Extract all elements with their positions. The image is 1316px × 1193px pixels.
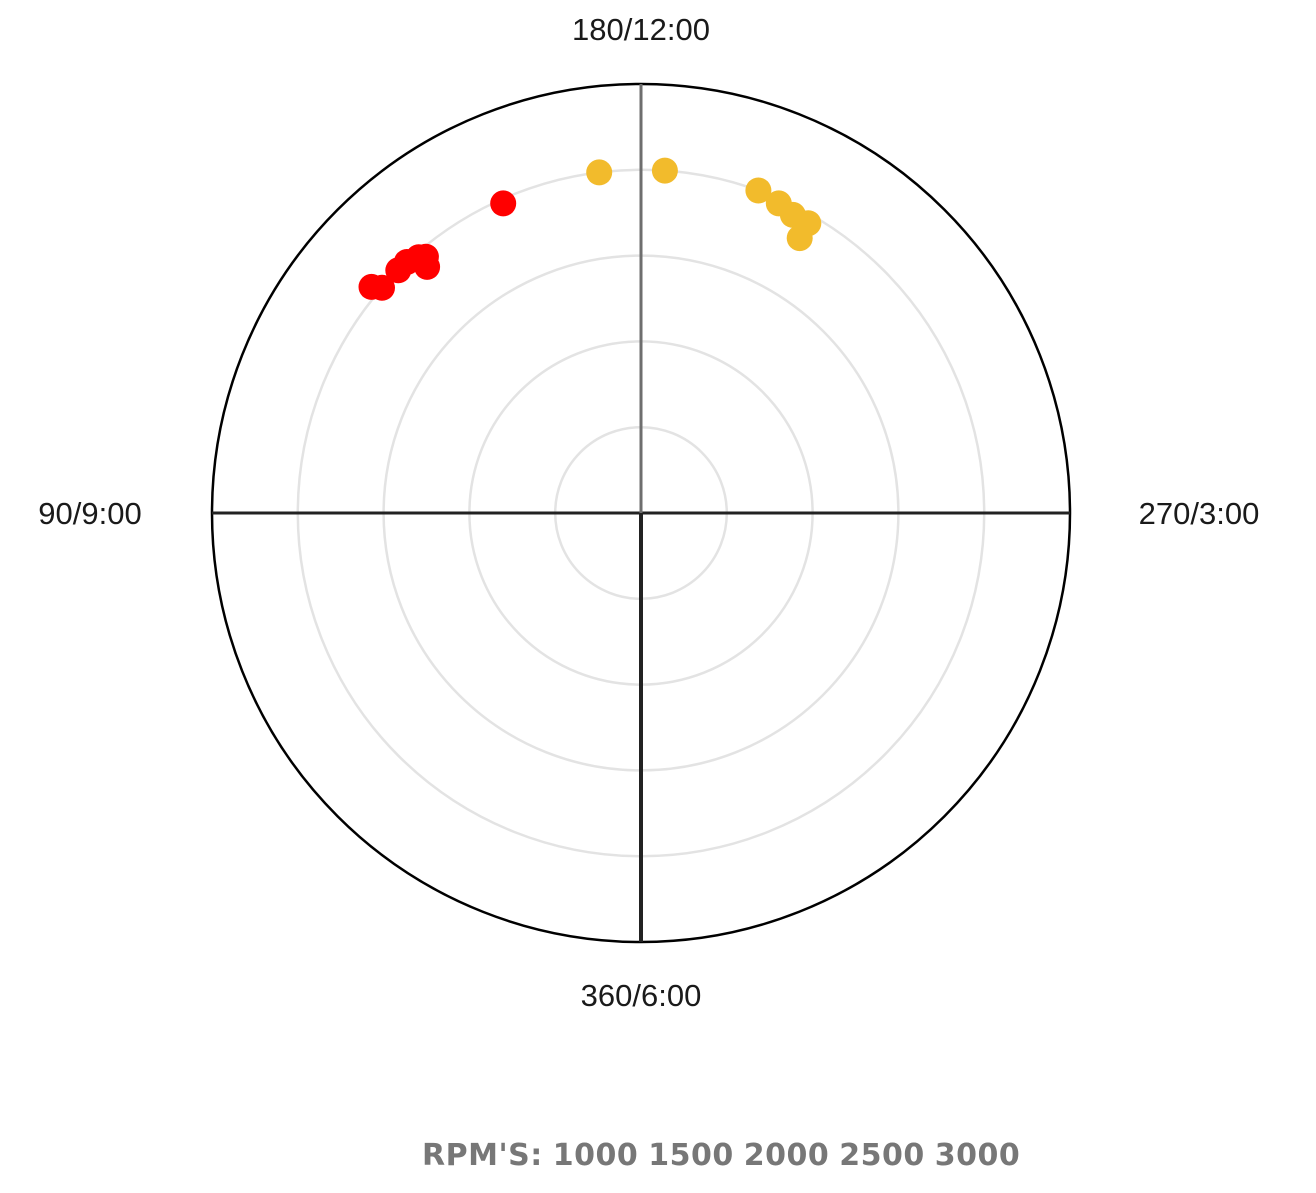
- rpm-legend-prefix: RPM'S:: [422, 1138, 543, 1173]
- data-point: [651, 157, 678, 184]
- label-top: 180/12:00: [572, 12, 710, 47]
- rpm-legend-value: 2500: [839, 1138, 925, 1173]
- rpm-legend-value: 3000: [934, 1138, 1021, 1173]
- data-point: [586, 159, 613, 186]
- rpm-legend-value: 2000: [743, 1138, 830, 1173]
- rpm-legend: RPM'S: 1000 1500 2000 2500 3000: [422, 1138, 1020, 1173]
- label-left: 90/9:00: [38, 496, 141, 531]
- rpm-legend-value: 1000: [552, 1138, 639, 1173]
- polar-chart: 180/12:00 90/9:00 270/3:00 360/6:00: [38, 12, 1260, 1013]
- label-bottom: 360/6:00: [581, 978, 702, 1013]
- data-point: [786, 225, 813, 252]
- data-point: [369, 274, 395, 301]
- data-points: [358, 157, 822, 301]
- rpm-legend-value: 1500: [648, 1138, 734, 1173]
- data-point: [490, 190, 517, 217]
- data-point: [414, 253, 441, 280]
- data-point: [745, 177, 772, 204]
- label-right: 270/3:00: [1139, 496, 1260, 531]
